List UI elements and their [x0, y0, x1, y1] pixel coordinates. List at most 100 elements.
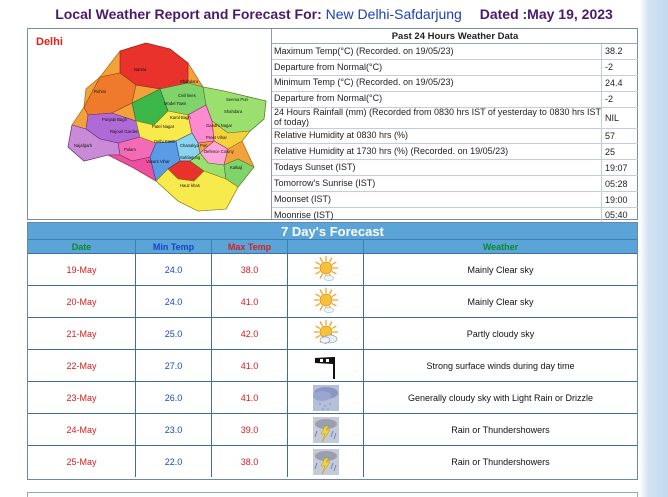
past-24h-rows: Maximum Temp(°C) (Recorded. on 19/05/23)…: [272, 44, 638, 224]
past-24h-label: Maximum Temp(°C) (Recorded. on 19/05/23): [274, 45, 454, 56]
forecast-icon-cell: [288, 382, 364, 413]
forecast-weather: Strong surface winds during day time: [426, 360, 575, 371]
past-24h-row: Departure from Normal(°C) -2: [272, 91, 638, 108]
label-rohini: Rohini: [94, 89, 106, 94]
label-karol-bagh: Karol Bagh: [170, 115, 191, 120]
windsock-icon: [314, 356, 335, 379]
past-24h-value: -2: [601, 59, 638, 75]
label-patel-nagar: Patel Nagar: [152, 124, 175, 129]
past-24h-value: -2: [601, 91, 638, 107]
forecast-weather: Generally cloudy sky with Light Rain or …: [407, 392, 594, 403]
label-safdarjung: Safdarjung: [180, 155, 201, 160]
forecast-min-temp: 23.0: [136, 414, 212, 445]
forecast-min-temp: 24.0: [136, 254, 212, 285]
forecast-weather: Rain or Thundershowers: [451, 456, 550, 467]
current-weather-panel: Delhi Narela Rohini Shahdara Civil lines…: [27, 28, 638, 224]
next-panel-edge: [27, 492, 638, 497]
report-date: Dated :May 19, 2023: [479, 6, 613, 22]
thunder-rain-icon: [312, 416, 339, 443]
label-palam: Palam: [124, 147, 136, 152]
past-24h-row: Moonset (IST) 19:00: [272, 192, 638, 209]
past-24h-label: Relative Humidity at 0830 hrs (%): [274, 130, 409, 141]
forecast-panel: 7 Day's Forecast Date Min Temp Max Temp …: [27, 222, 638, 480]
forecast-max-temp: 41.0: [212, 286, 288, 317]
forecast-row: 20-May 24.0 41.0 Mainly Clear sky: [28, 285, 637, 317]
past-24h-value: 24.4: [601, 75, 638, 91]
past-24h-label: Departure from Normal(°C): [274, 61, 383, 72]
past-24h-label: Minimum Temp (°C) (Recorded. on 19/05/23…: [274, 77, 454, 88]
sun-partly-icon: [313, 255, 338, 281]
past-24h-label: 24 Hours Rainfall (mm) (Recorded from 08…: [274, 107, 601, 127]
thunder-rain-icon: [312, 448, 339, 475]
past-24h-row: Departure from Normal(°C) -2: [272, 59, 638, 76]
col-min-temp: Min Temp: [136, 240, 212, 253]
district-najafgarh: [67, 124, 121, 162]
forecast-max-temp: 38.0: [212, 254, 288, 285]
forecast-min-temp: 22.0: [136, 446, 212, 477]
past-24h-row: Tomorrow's Sunrise (IST) 05:28: [272, 176, 638, 193]
forecast-weather: Mainly Clear sky: [467, 264, 534, 275]
forecast-title: 7 Day's Forecast: [28, 223, 637, 240]
forecast-row: 25-May 22.0 38.0 Rain or Thundershowers: [28, 445, 637, 477]
district-map-graphic: Delhi Narela Rohini Shahdara Civil lines…: [36, 36, 267, 212]
past-24h-row: 24 Hours Rainfall (mm) (Recorded from 08…: [272, 107, 638, 129]
forecast-date: 20-May: [28, 286, 136, 317]
past-24h-label: Todays Sunset (IST): [274, 162, 356, 173]
forecast-min-temp: 25.0: [136, 318, 212, 349]
past-24h-value: 38.2: [601, 44, 638, 59]
forecast-rows: 19-May 24.0 38.0 Mainly Clear sky 20-May 24.0…: [28, 253, 637, 477]
label-hauz-khas: Hauz khas: [180, 183, 200, 188]
forecast-date: 21-May: [28, 318, 136, 349]
forecast-date: 25-May: [28, 446, 136, 477]
district-hauz-khas: [155, 168, 239, 212]
forecast-max-temp: 41.0: [212, 382, 288, 413]
past-24h-title: Past 24 Hours Weather Data: [272, 29, 638, 44]
map-title: Delhi: [36, 36, 63, 48]
forecast-min-temp: 27.0: [136, 350, 212, 381]
partly-cloudy-icon: [313, 319, 338, 344]
forecast-min-temp: 26.0: [136, 382, 212, 413]
past-24h-value: 05:40: [601, 208, 638, 223]
forecast-date: 22-May: [28, 350, 136, 381]
past-24h-value: 19:07: [601, 160, 638, 176]
label-vasant-vihar: Vasant Vihar: [146, 159, 170, 164]
past-24h-label: Tomorrow's Sunrise (IST): [274, 177, 376, 188]
col-weather: Weather: [482, 241, 519, 252]
label-model-town: Model Town: [164, 101, 187, 106]
forecast-icon-cell: [288, 318, 364, 349]
forecast-row: 22-May 27.0 41.0 Strong surface winds durin…: [28, 349, 637, 381]
label-delhi-cantt: Delhi Cantt: [154, 139, 176, 144]
past-24h-table: Past 24 Hours Weather Data Maximum Temp(…: [271, 29, 638, 224]
forecast-row: 21-May 25.0 42.0 Partly cloudy sky: [28, 317, 637, 349]
label-gandhi-nagar: Gandhi Nagar: [206, 123, 233, 128]
past-24h-value: 25: [601, 144, 638, 160]
past-24h-row: Relative Humidity at 0830 hrs (%) 57: [272, 128, 638, 145]
label-narela: Narela: [134, 67, 147, 72]
label-shahdara: Shahdara: [224, 109, 243, 114]
label-preet-vihar: Preet Vihar: [206, 135, 227, 140]
forecast-max-temp: 38.0: [212, 446, 288, 477]
delhi-district-map: Delhi Narela Rohini Shahdara Civil lines…: [28, 29, 271, 219]
past-24h-value: 05:28: [601, 176, 638, 192]
past-24h-value: NIL: [601, 107, 638, 128]
label-najafgarh: Najafgarh: [74, 143, 93, 148]
forecast-row: 19-May 24.0 38.0 Mainly Clear sky: [28, 253, 637, 285]
forecast-date: 19-May: [28, 254, 136, 285]
past-24h-row: Todays Sunset (IST) 19:07: [272, 160, 638, 177]
label-defence-colony: Defence Colony: [204, 149, 235, 154]
forecast-min-temp: 24.0: [136, 286, 212, 317]
past-24h-value: 19:00: [601, 192, 638, 208]
past-24h-label: Departure from Normal(°C): [274, 93, 383, 104]
col-max-temp: Max Temp: [212, 240, 288, 253]
forecast-row: 23-May 26.0 41.0 Generally cloudy sky with …: [28, 381, 637, 413]
label-rajouri-garden: Rajouri Garden: [110, 129, 139, 134]
label-punjabi-bagh: Punjabi Bagh: [102, 117, 128, 122]
forecast-icon-cell: [288, 254, 364, 285]
label-shahdara-north: Shahdara: [180, 79, 199, 84]
past-24h-row: Minimum Temp (°C) (Recorded. on 19/05/23…: [272, 75, 638, 92]
past-24h-label: Relative Humidity at 1730 hrs (%) (Recor…: [274, 146, 509, 157]
past-24h-row: Relative Humidity at 1730 hrs (%) (Recor…: [272, 144, 638, 161]
label-chanakya-puri: Chanakya Puri: [180, 143, 208, 148]
forecast-icon-cell: [288, 286, 364, 317]
